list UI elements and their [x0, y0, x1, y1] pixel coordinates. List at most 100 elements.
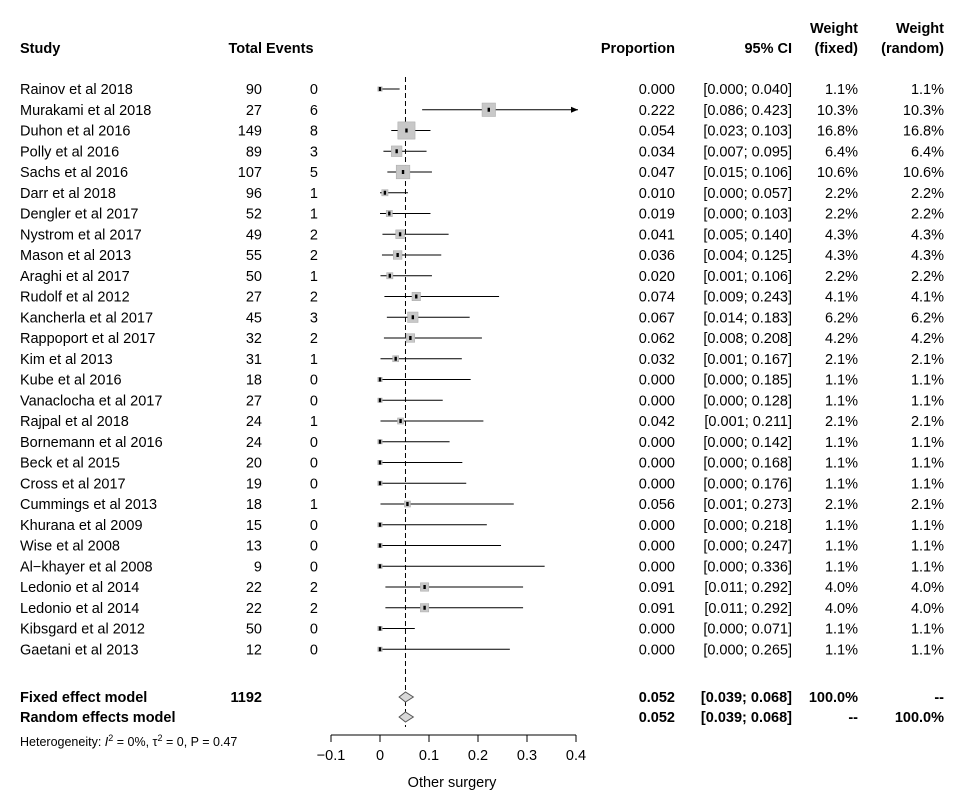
study-name: Polly et al 2016	[20, 144, 119, 160]
study-total: 32	[246, 331, 262, 347]
study-weight-fixed: 1.1%	[825, 373, 858, 389]
study-ci: [0.000; 0.142]	[703, 435, 792, 451]
study-weight-random: 2.2%	[911, 186, 944, 202]
summary-ci: [0.039; 0.068]	[701, 710, 792, 726]
x-tick-label: 0.2	[468, 748, 488, 764]
study-events: 1	[310, 352, 318, 368]
study-events: 0	[310, 559, 318, 575]
table-row: Gaetani et al 2013 12 0 0.000 [0.000; 0.265]…	[20, 642, 944, 658]
study-total: 31	[246, 352, 262, 368]
study-events: 0	[310, 518, 318, 534]
study-proportion: 0.000	[639, 373, 675, 389]
study-weight-fixed: 2.2%	[825, 207, 858, 223]
summary-diamond	[398, 691, 415, 703]
study-events: 1	[310, 186, 318, 202]
study-weight-random: 6.2%	[911, 310, 944, 326]
study-name: Kibsgard et al 2012	[20, 622, 145, 638]
table-row: Cummings et al 2013 18 1 0.056 [0.001; 0.273…	[20, 497, 944, 513]
study-events: 8	[310, 124, 318, 140]
x-tick-label: 0.3	[517, 748, 537, 764]
study-weight-fixed: 1.1%	[825, 559, 858, 575]
study-name: Al−khayer et al 2008	[20, 559, 153, 575]
study-proportion: 0.222	[639, 103, 675, 119]
study-proportion: 0.000	[639, 622, 675, 638]
study-name: Ledonio et al 2014	[20, 601, 139, 617]
table-row: Sachs et al 2016 107 5 0.047 [0.015; 0.106] 1…	[20, 165, 944, 181]
study-proportion: 0.000	[639, 476, 675, 492]
study-total: 15	[246, 518, 262, 534]
study-weight-fixed: 1.1%	[825, 456, 858, 472]
study-total: 89	[246, 144, 262, 160]
study-proportion: 0.000	[639, 539, 675, 555]
study-weight-random: 1.1%	[911, 393, 944, 409]
study-weight-fixed: 1.1%	[825, 393, 858, 409]
table-row: Vanaclocha et al 2017 27 0 0.000 [0.000; 0.1…	[20, 393, 944, 409]
table-row: Kancherla et al 2017 45 3 0.067 [0.014; 0.18…	[20, 310, 944, 326]
study-weight-random: 1.1%	[911, 559, 944, 575]
study-name: Rudolf et al 2012	[20, 290, 130, 306]
point-estimate	[405, 128, 408, 133]
header-study: Study	[20, 41, 60, 57]
study-weight-random: 2.2%	[911, 269, 944, 285]
study-name: Bornemann et al 2016	[20, 435, 163, 451]
point-estimate	[378, 439, 382, 444]
header-weight-random-2: (random)	[881, 41, 944, 57]
study-events: 0	[310, 642, 318, 658]
study-ci: [0.000; 0.247]	[703, 539, 792, 555]
study-proportion: 0.047	[639, 165, 675, 181]
summary-label: Fixed effect model	[20, 690, 147, 706]
table-row: Araghi et al 2017 50 1 0.020 [0.001; 0.106] 2…	[20, 269, 944, 285]
study-name: Khurana et al 2009	[20, 518, 143, 534]
study-proportion: 0.091	[639, 601, 675, 617]
study-proportion: 0.000	[639, 435, 675, 451]
study-weight-random: 10.6%	[903, 165, 944, 181]
study-total: 49	[246, 227, 262, 243]
study-weight-random: 1.1%	[911, 435, 944, 451]
summary-weight-fixed: 100.0%	[809, 690, 858, 706]
study-name: Kancherla et al 2017	[20, 310, 153, 326]
point-estimate	[396, 253, 399, 257]
study-rows: Rainov et al 2018 90 0 0.000 [0.000; 0.040] 1…	[20, 82, 944, 658]
study-events: 2	[310, 248, 318, 264]
study-total: 50	[246, 622, 262, 638]
study-total: 9	[254, 559, 262, 575]
study-name: Beck et al 2015	[20, 456, 120, 472]
table-row: Dengler et al 2017 52 1 0.019 [0.000; 0.103]…	[20, 207, 944, 223]
study-weight-random: 1.1%	[911, 456, 944, 472]
point-estimate	[378, 460, 382, 465]
table-row: Ledonio et al 2014 22 2 0.091 [0.011; 0.292]…	[20, 580, 944, 596]
summary-row: Fixed effect model 1192 0.052 [0.039; 0.068…	[20, 690, 944, 706]
table-row: Kibsgard et al 2012 50 0 0.000 [0.000; 0.071…	[20, 622, 944, 638]
study-total: 18	[246, 373, 262, 389]
study-events: 2	[310, 601, 318, 617]
study-ci: [0.007; 0.095]	[703, 144, 792, 160]
study-events: 0	[310, 622, 318, 638]
study-weight-fixed: 1.1%	[825, 539, 858, 555]
study-proportion: 0.074	[639, 290, 675, 306]
study-weight-random: 1.1%	[911, 518, 944, 534]
study-weight-random: 1.1%	[911, 82, 944, 98]
table-row: Cross et al 2017 19 0 0.000 [0.000; 0.176] 1.…	[20, 476, 944, 492]
study-name: Rainov et al 2018	[20, 82, 133, 98]
study-total: 12	[246, 642, 262, 658]
study-weight-fixed: 2.1%	[825, 414, 858, 430]
study-total: 45	[246, 310, 262, 326]
study-events: 1	[310, 269, 318, 285]
header-weight-random-1: Weight	[896, 21, 944, 37]
study-weight-fixed: 4.2%	[825, 331, 858, 347]
study-ci: [0.000; 0.103]	[703, 207, 792, 223]
study-proportion: 0.032	[639, 352, 675, 368]
study-proportion: 0.010	[639, 186, 675, 202]
study-proportion: 0.062	[639, 331, 675, 347]
study-weight-random: 6.4%	[911, 144, 944, 160]
table-row: Bornemann et al 2016 24 0 0.000 [0.000; 0.14…	[20, 435, 944, 451]
study-weight-fixed: 10.6%	[817, 165, 858, 181]
study-total: 27	[246, 103, 262, 119]
study-weight-fixed: 1.1%	[825, 435, 858, 451]
study-proportion: 0.000	[639, 456, 675, 472]
study-weight-fixed: 2.2%	[825, 186, 858, 202]
point-estimate	[487, 107, 490, 112]
study-name: Dengler et al 2017	[20, 207, 139, 223]
study-name: Sachs et al 2016	[20, 165, 128, 181]
x-tick-label: 0	[376, 748, 384, 764]
